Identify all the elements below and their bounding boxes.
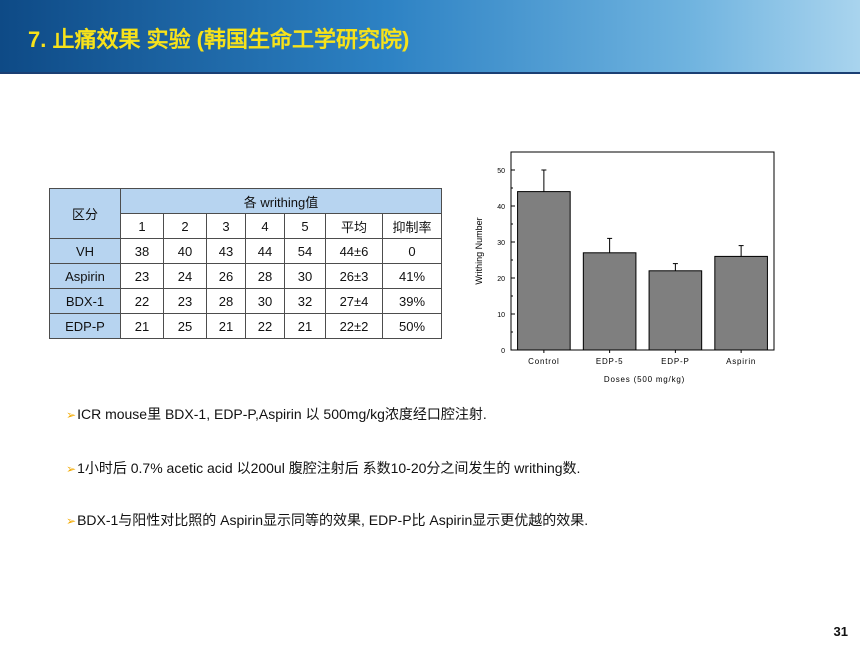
table-cell: 41% [382, 263, 442, 289]
row-label: BDX-1 [49, 288, 121, 314]
bar [714, 255, 768, 351]
table-cell: 30 [245, 288, 285, 314]
table-cell: 39% [382, 288, 442, 314]
table-cell: 28 [245, 263, 285, 289]
bullet-text: BDX-1与阳性对比照的 Aspirin显示同等的效果, EDP-P比 Aspi… [77, 512, 589, 528]
table-span-header: 各 writhing值 [120, 188, 442, 214]
chart-svg: 0 10 20 30 40 50 Control EDP-5 EDP-P Aspirin Doses… [474, 151, 775, 384]
table-cell: 21 [120, 313, 164, 339]
page-number: 31 [833, 624, 848, 639]
writhing-bar-chart: 0 10 20 30 40 50 Control EDP-5 EDP-P Aspirin Doses… [468, 144, 788, 394]
header-banner: 7. 止痛效果 实验 (韩国生命工学研究院) [0, 0, 860, 72]
table-col-header: 1 [120, 213, 164, 239]
y-tick-label: 40 [497, 204, 505, 211]
table-row: EDP-P 21 25 21 22 21 22±2 50% [49, 313, 442, 339]
bar [517, 191, 571, 351]
bullet-item: ➢1小时后 0.7% acetic acid 以200ul 腹腔注射后 系数10… [66, 458, 580, 478]
table-cell: 27±4 [325, 288, 383, 314]
table-cell: 50% [382, 313, 442, 339]
table-group-header: 区分 [49, 188, 121, 239]
y-tick-label: 0 [501, 348, 505, 355]
bullet-text: 1小时后 0.7% acetic acid 以200ul 腹腔注射后 系数10-… [77, 460, 581, 476]
table-cell: 38 [120, 238, 164, 264]
bullet-text: ICR mouse里 BDX-1, EDP-P,Aspirin 以 500mg/… [77, 406, 487, 422]
x-tick-label: EDP-5 [596, 357, 624, 366]
writhing-table: 区分 各 writhing值 1 2 3 4 5 平均 抑制率 VH 38 40… [49, 188, 442, 339]
table-cell: 21 [284, 313, 326, 339]
table-cell: 26 [206, 263, 246, 289]
bullet-item: ➢ICR mouse里 BDX-1, EDP-P,Aspirin 以 500mg… [66, 404, 487, 424]
table-col-header: 2 [163, 213, 207, 239]
table-col-header: 抑制率 [382, 213, 442, 239]
table-cell: 22±2 [325, 313, 383, 339]
table-col-header: 3 [206, 213, 246, 239]
x-tick-label: Aspirin [726, 357, 756, 366]
table-col-header: 4 [245, 213, 285, 239]
row-label: Aspirin [49, 263, 121, 289]
table-cell: 44±6 [325, 238, 383, 264]
bar [582, 252, 637, 351]
table-cell: 30 [284, 263, 326, 289]
x-tick-label: EDP-P [661, 357, 689, 366]
arrow-bullet-icon: ➢ [66, 408, 77, 422]
table-cell: 26±3 [325, 263, 383, 289]
table-cell: 25 [163, 313, 207, 339]
table-cell: 23 [120, 263, 164, 289]
y-tick-label: 10 [497, 312, 505, 319]
slide-title: 7. 止痛效果 实验 (韩国生命工学研究院) [28, 27, 410, 52]
table-cell: 21 [206, 313, 246, 339]
table-cell: 54 [284, 238, 326, 264]
x-axis-label: Doses (500 mg/kg) [604, 375, 685, 384]
table-cell: 40 [163, 238, 207, 264]
table-cell: 0 [382, 238, 442, 264]
y-tick-label: 50 [497, 168, 505, 175]
table-cell: 43 [206, 238, 246, 264]
bar [648, 270, 703, 351]
table-row: VH 38 40 43 44 54 44±6 0 [49, 238, 442, 264]
y-axis-label: Writhing Number [474, 217, 484, 284]
arrow-bullet-icon: ➢ [66, 462, 77, 476]
row-label: EDP-P [49, 313, 121, 339]
arrow-bullet-icon: ➢ [66, 514, 77, 528]
header-divider [0, 72, 860, 74]
x-tick-label: Control [528, 357, 559, 366]
y-tick-label: 30 [497, 240, 505, 247]
table-col-header: 平均 [325, 213, 383, 239]
table-col-header: 5 [284, 213, 326, 239]
table-cell: 32 [284, 288, 326, 314]
table-cell: 22 [120, 288, 164, 314]
row-label: VH [49, 238, 121, 264]
table-cell: 24 [163, 263, 207, 289]
table-row: Aspirin 23 24 26 28 30 26±3 41% [49, 263, 442, 289]
table-row: BDX-1 22 23 28 30 32 27±4 39% [49, 288, 442, 314]
table-cell: 28 [206, 288, 246, 314]
y-tick-label: 20 [497, 276, 505, 283]
table-cell: 44 [245, 238, 285, 264]
table-cell: 22 [245, 313, 285, 339]
bullet-item: ➢BDX-1与阳性对比照的 Aspirin显示同等的效果, EDP-P比 Asp… [66, 510, 588, 530]
table-cell: 23 [163, 288, 207, 314]
plot-frame [510, 151, 775, 351]
